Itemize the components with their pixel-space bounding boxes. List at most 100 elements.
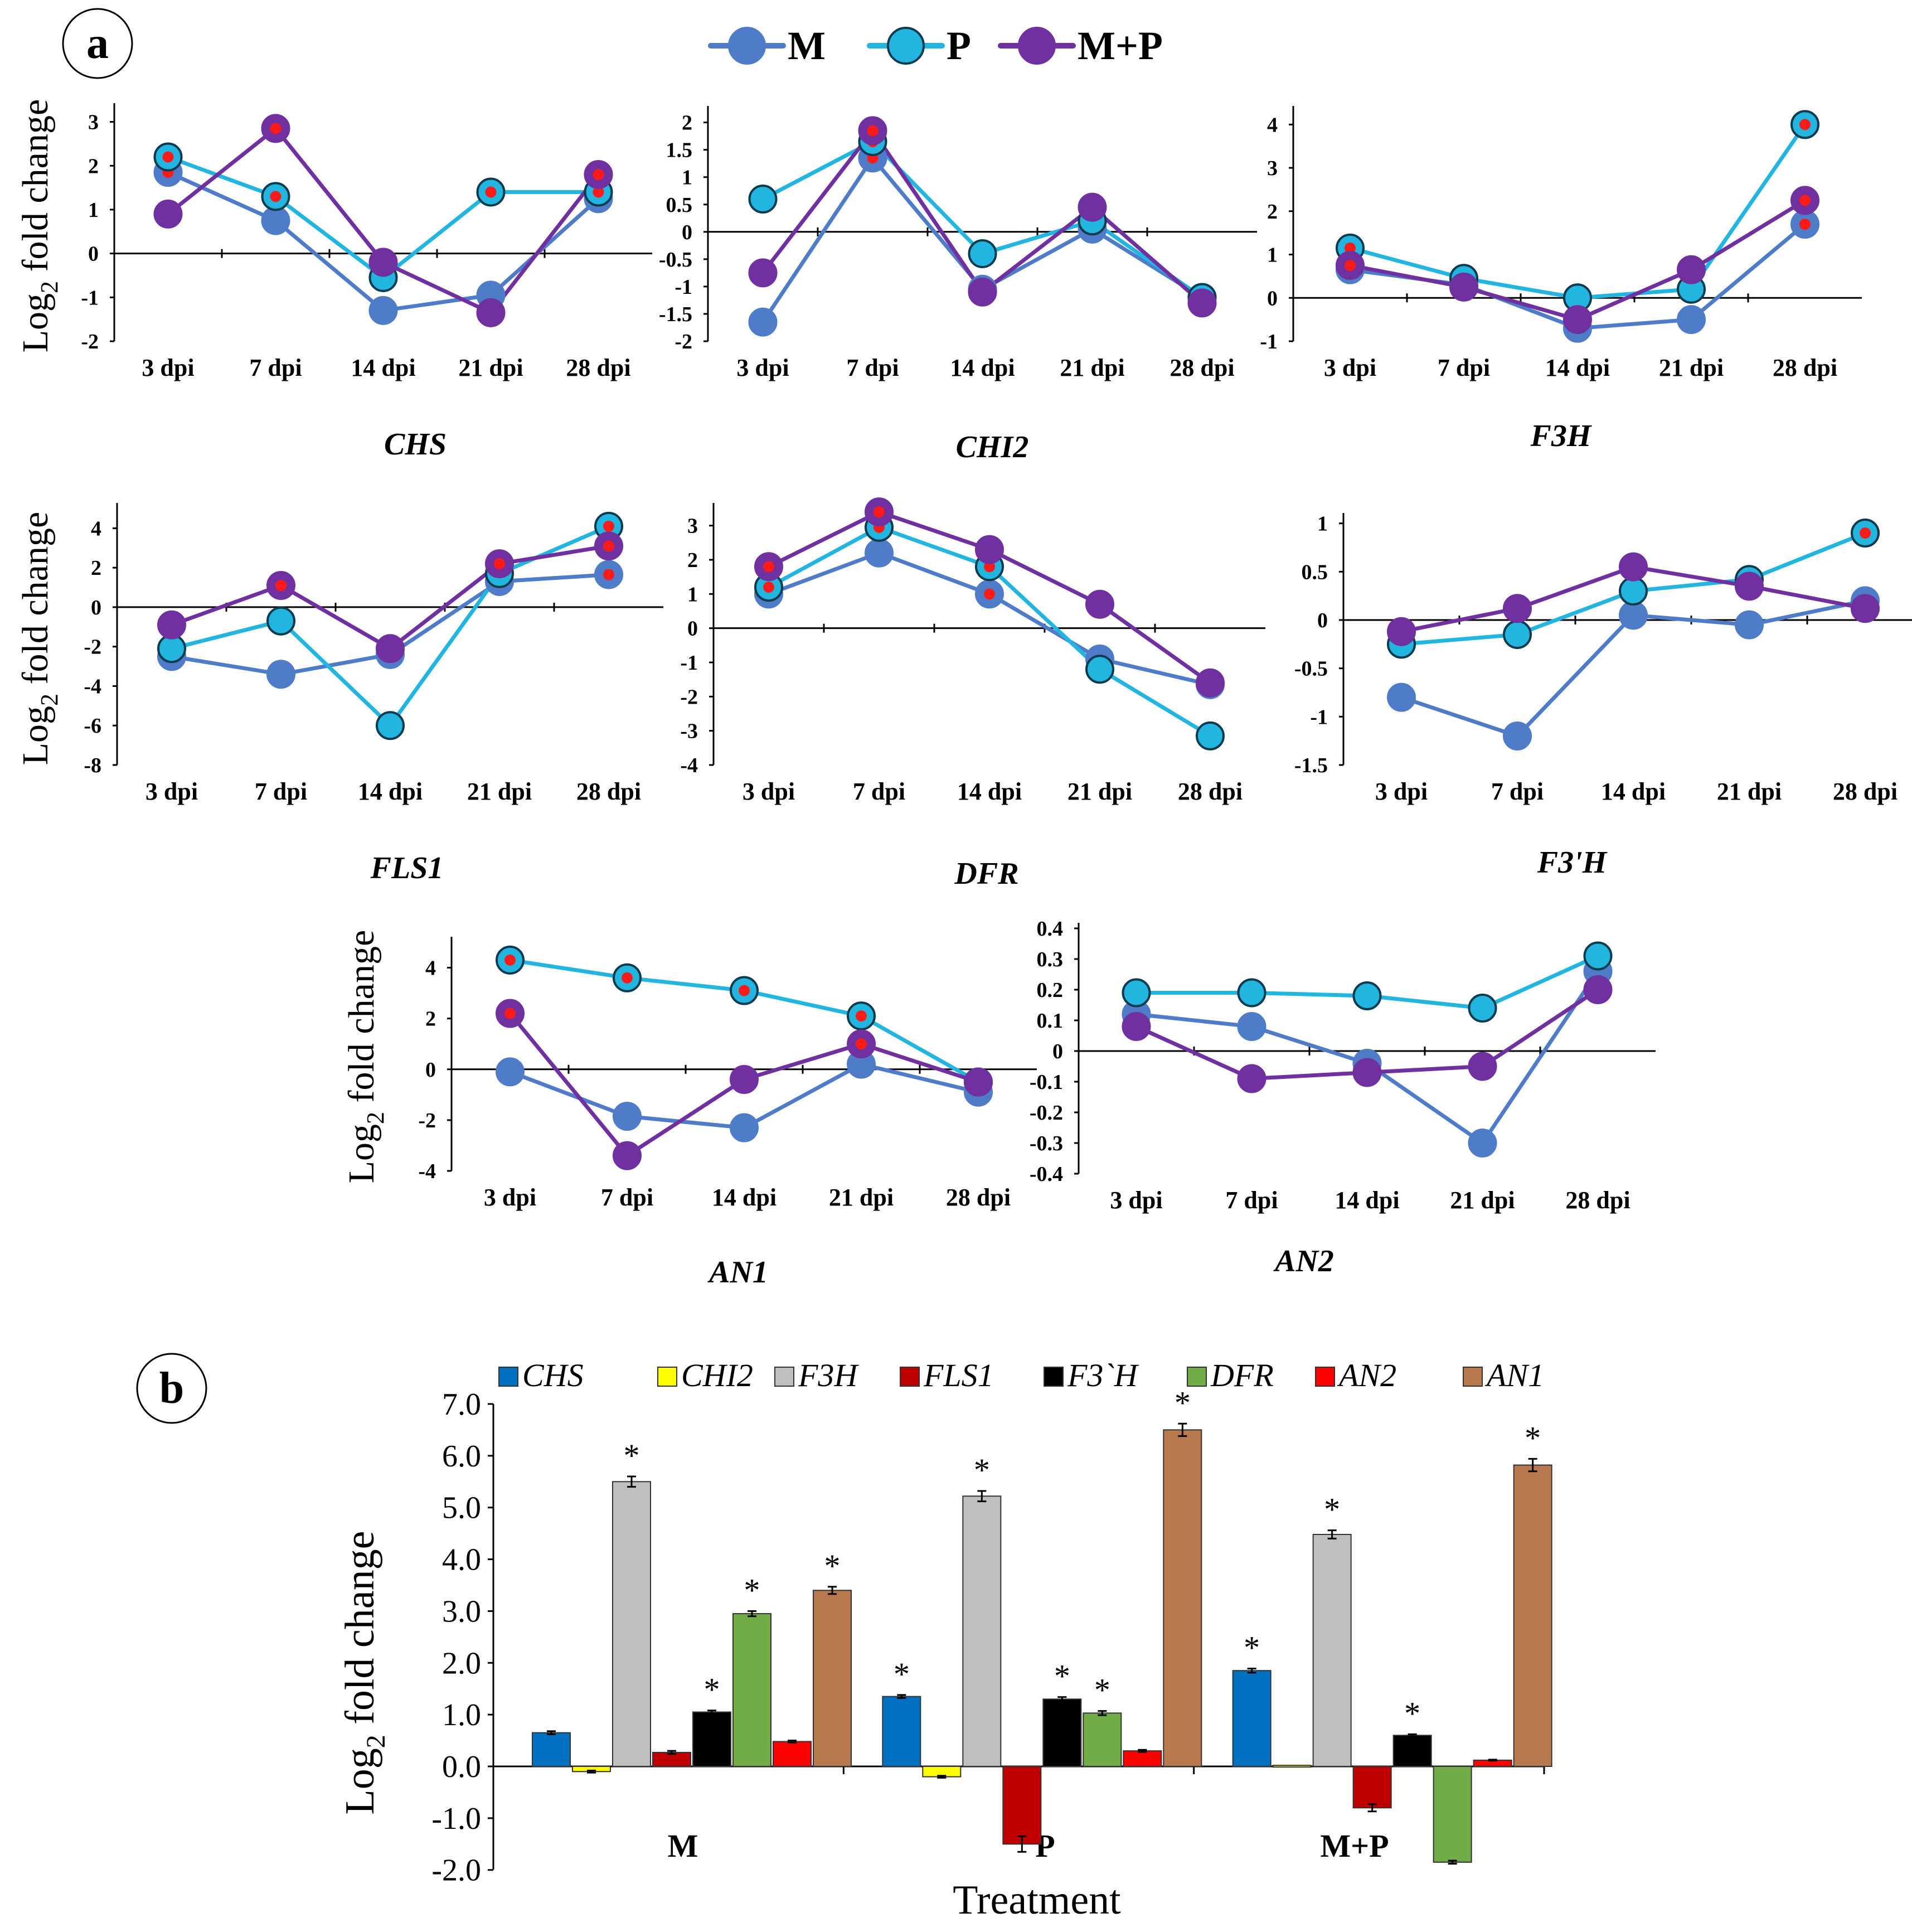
x-tick-label: 3 dpi <box>743 778 795 805</box>
gene-title: FLS1 <box>370 851 444 885</box>
legend-label-m-p: M+P <box>1078 23 1163 68</box>
data-point-m <box>368 296 398 325</box>
x-tick-label: 21 dpi <box>467 778 532 805</box>
legend-swatch-fls1 <box>900 1367 920 1387</box>
bar-f3h <box>612 1481 651 1767</box>
x-tick-label: 3 dpi <box>142 354 194 381</box>
data-point-m-p <box>1387 617 1416 646</box>
data-point-m-p <box>368 248 398 277</box>
significance-star: * <box>1094 1672 1110 1708</box>
bar-chs <box>1232 1670 1272 1768</box>
y-tick-label: -0.1 <box>1030 1071 1063 1094</box>
y-tick-label: 2 <box>88 154 99 178</box>
y-tick-label: -1 <box>81 286 99 309</box>
y-tick-label: 4.0 <box>442 1543 481 1577</box>
data-point-m <box>1237 1012 1266 1041</box>
significance-dot <box>763 582 774 593</box>
y-tick-label: 1 <box>88 198 99 222</box>
x-tick-label: 28 dpi <box>1833 778 1898 805</box>
data-point-p <box>1352 981 1382 1010</box>
ylabel-log: Log <box>341 1124 382 1183</box>
panel-a-header: a M P M+P <box>62 8 1163 79</box>
y-tick-label: 3 <box>687 515 698 538</box>
y-tick-label: -1.0 <box>431 1802 481 1836</box>
legend-label-p: P <box>947 23 971 68</box>
bar-f3h <box>692 1711 731 1767</box>
x-tick-label: 7 dpi <box>1491 778 1544 805</box>
panel-a-ylabel-1: Log2 fold change <box>15 99 63 353</box>
significance-dot <box>603 569 614 580</box>
y-tick-label: 3 <box>88 111 99 134</box>
x-tick-label: 3 dpi <box>1375 778 1428 805</box>
significance-dot <box>984 561 995 573</box>
line-chart-fls1: -8 -6 -4 -2 0 2 4 3 dpi 7 dpi 14 dpi 21 dpi 28 dpi F… <box>84 503 663 885</box>
bar-an1 <box>1513 1464 1552 1768</box>
legend-label-dfr: DFR <box>1210 1357 1274 1393</box>
y-tick-label: 1 <box>682 166 692 190</box>
data-point-m <box>1503 722 1532 750</box>
series-line-p <box>761 139 1204 299</box>
significance-star: * <box>1175 1384 1191 1421</box>
y-tick-label: -2 <box>674 330 692 354</box>
bar-an1 <box>1163 1429 1202 1767</box>
bar-chs <box>532 1732 571 1767</box>
legend-label-chs: CHS <box>522 1357 584 1393</box>
data-point-m <box>1468 1129 1497 1158</box>
legend-marker-p <box>887 27 925 65</box>
y-tick-label: 0 <box>682 221 692 244</box>
x-tick-label: 7 dpi <box>853 778 905 805</box>
bar-f3h <box>1392 1735 1432 1767</box>
x-tick-label: 28 dpi <box>576 778 641 805</box>
data-point-m <box>266 660 295 689</box>
y-tick-label: 1 <box>1317 512 1328 536</box>
y-tick-label: -0.3 <box>1030 1132 1063 1155</box>
significance-star: * <box>624 1437 640 1474</box>
y-tick-label: 1.0 <box>442 1698 481 1732</box>
y-tick-label: 7.0 <box>442 1387 481 1422</box>
x-tick-label: 3 dpi <box>1110 1187 1162 1214</box>
significance-dot <box>867 125 879 137</box>
bar-an2 <box>1123 1750 1162 1767</box>
significance-star: * <box>824 1548 841 1584</box>
y-tick-label: -1 <box>674 275 692 299</box>
data-point-m <box>1387 682 1416 712</box>
significance-dot <box>856 1010 867 1022</box>
y-tick-label: 0.5 <box>1302 560 1328 584</box>
data-point-m-p <box>748 258 778 288</box>
panel-b-bar-chart: CHS CHI2 F3H FLS1 F3`H DFR AN2 AN1 Treatment Lo… <box>337 1357 1552 1923</box>
bar-dfr <box>1433 1766 1472 1863</box>
y-tick-label: 1 <box>687 583 698 606</box>
data-point-m-p <box>1619 552 1648 582</box>
data-point-m-p <box>1677 255 1706 284</box>
data-point-m-p <box>1078 192 1107 222</box>
bar-chi2 <box>1272 1765 1312 1768</box>
x-tick-label: 14 dpi <box>1334 1187 1399 1214</box>
y-tick-label: 0.2 <box>1037 979 1064 1002</box>
panel-a-ylabel-2: Log2 fold change <box>15 512 63 766</box>
data-point-m-p <box>376 634 405 664</box>
data-point-m <box>1735 610 1764 640</box>
legend-label-fls1: FLS1 <box>923 1357 994 1393</box>
y-tick-label: -2 <box>84 636 101 659</box>
x-tick-label: 14 dpi <box>950 354 1015 381</box>
y-tick-label: 0.3 <box>1037 948 1064 971</box>
x-tick-label: 14 dpi <box>957 778 1022 805</box>
data-point-m-p <box>1352 1058 1382 1087</box>
bar-fls1 <box>1352 1766 1392 1809</box>
data-point-p <box>748 184 778 214</box>
significance-dot <box>984 588 995 600</box>
data-point-m-p <box>1503 594 1532 623</box>
legend-label-an2: AN2 <box>1337 1357 1396 1393</box>
significance-dot <box>270 123 282 134</box>
significance-dot <box>1799 119 1811 130</box>
y-tick-label: 0.1 <box>1037 1009 1064 1033</box>
y-tick-label: -0.4 <box>1030 1163 1063 1186</box>
bar-an1 <box>813 1590 852 1767</box>
significance-dot <box>1799 195 1811 206</box>
data-point-m-p <box>613 1141 642 1170</box>
x-tick-label: 28 dpi <box>566 354 630 381</box>
panel-b-ylabel-rest: fold change <box>337 1531 383 1735</box>
y-tick-label: -2 <box>81 330 99 354</box>
bar-an2 <box>773 1741 812 1767</box>
significance-star: * <box>744 1572 760 1608</box>
